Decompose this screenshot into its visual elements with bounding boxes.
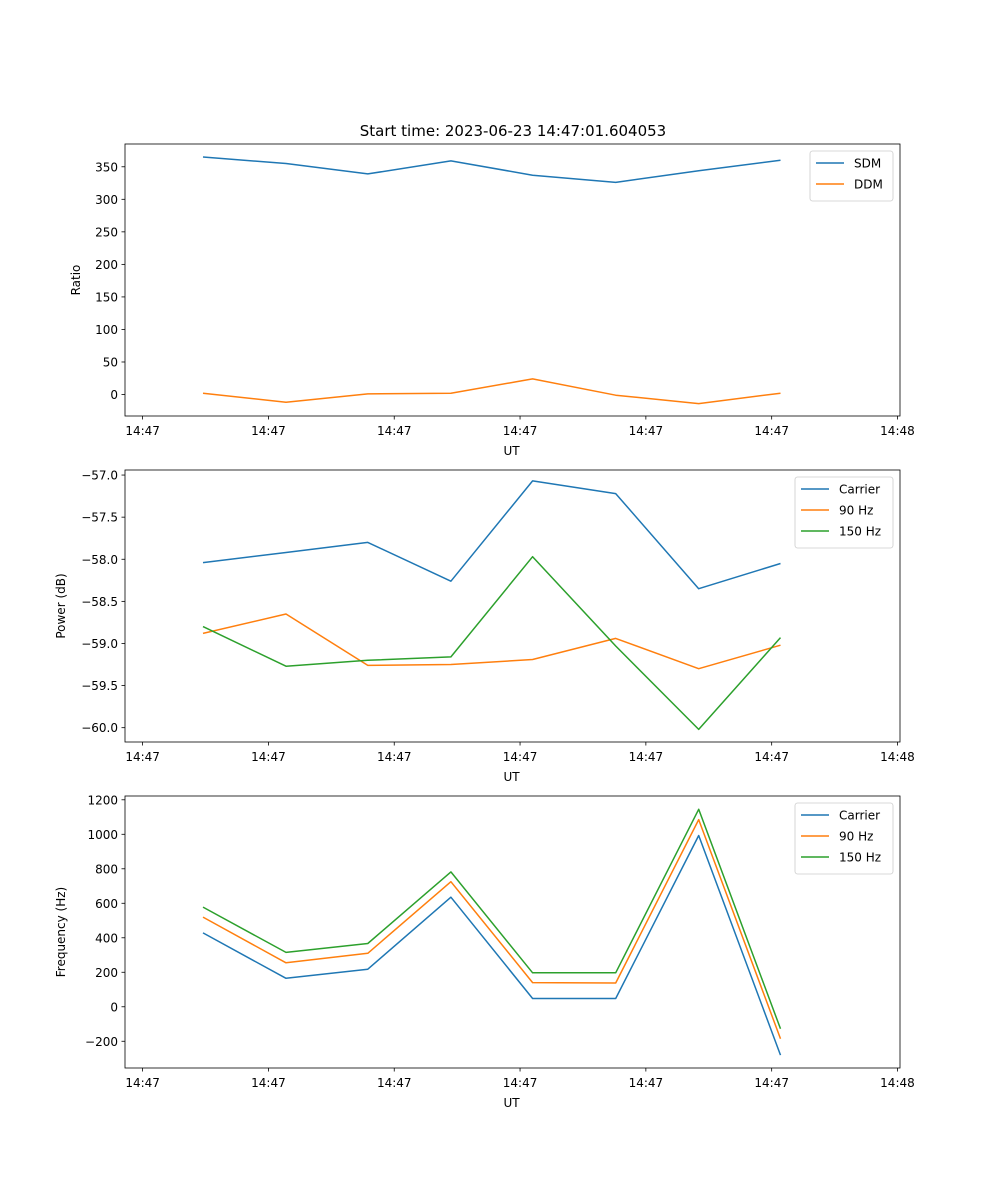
y-tick-label: 100 [95, 323, 118, 337]
y-tick-label: −58.0 [81, 553, 118, 567]
chart-panel-3: 14:47 14:47 14:47 14:47 14:47 14:47 14:48 −200 0… [54, 793, 915, 1110]
figure-title: Start time: 2023-06-23 14:47:01.604053 [360, 122, 666, 140]
x-tick-label: 14:48 [880, 750, 915, 764]
series-line-90-hz [202, 613, 781, 670]
axes-frame [124, 143, 901, 417]
y-tick-label: 1000 [87, 828, 118, 842]
series-line-150-hz [202, 808, 782, 1030]
x-tick-label: 14:48 [880, 424, 915, 438]
y-tick-label: 250 [95, 225, 118, 239]
legend-entry: Carrier [839, 809, 880, 823]
x-tick-label: 14:47 [629, 1076, 664, 1090]
x-tick-label: 14:47 [125, 424, 160, 438]
y-axis-label: Power (dB) [54, 573, 68, 638]
legend-entry: SDM [854, 157, 881, 171]
legend: SDM DDM [809, 150, 894, 202]
y-tick-label: 150 [95, 290, 118, 304]
x-tick-label: 14:47 [251, 424, 286, 438]
x-tick-label: 14:47 [503, 1076, 538, 1090]
x-tick-label: 14:47 [125, 750, 160, 764]
x-axis-label: UT [503, 770, 520, 784]
x-tick-label: 14:47 [251, 750, 286, 764]
legend-entry: 150 Hz [839, 525, 881, 539]
axes-frame [124, 469, 901, 743]
legend-entry: Carrier [839, 483, 880, 497]
x-axis-label: UT [503, 444, 520, 458]
x-tick-label: 14:47 [503, 424, 538, 438]
x-tick-label: 14:47 [754, 1076, 789, 1090]
x-tick-label: 14:47 [125, 1076, 160, 1090]
y-tick-label: 50 [103, 355, 118, 369]
y-tick-label: 800 [95, 862, 118, 876]
x-tick-label: 14:47 [629, 424, 664, 438]
series-line-carrier [202, 834, 782, 1056]
y-tick-label: 200 [95, 258, 118, 272]
x-tick-label: 14:47 [754, 750, 789, 764]
y-tick-label: 400 [95, 931, 118, 945]
y-axis-label: Frequency (Hz) [54, 887, 68, 978]
chart-panel-1: 14:47 14:47 14:47 14:47 14:47 14:47 14:48 0 50 10… [69, 143, 915, 458]
y-tick-label: −59.0 [81, 637, 118, 651]
y-tick-label: 200 [95, 966, 118, 980]
y-tick-label: −200 [85, 1035, 118, 1049]
y-tick-label: 350 [95, 160, 118, 174]
y-tick-label: −57.5 [81, 511, 118, 525]
y-tick-label: −59.5 [81, 679, 118, 693]
series-line-carrier [202, 480, 781, 590]
legend: Carrier 90 Hz 150 Hz [794, 802, 894, 875]
legend-entry: 90 Hz [839, 830, 873, 844]
x-tick-label: 14:47 [503, 750, 538, 764]
legend-entry: 150 Hz [839, 851, 881, 865]
x-tick-label: 14:47 [754, 424, 789, 438]
legend-entry: DDM [854, 178, 883, 192]
y-tick-label: 300 [95, 193, 118, 207]
y-tick-label: 1200 [87, 793, 118, 807]
x-axis-label: UT [503, 1096, 520, 1110]
series-line-sdm [202, 156, 781, 184]
x-tick-label: 14:47 [629, 750, 664, 764]
y-tick-label: 0 [110, 1000, 118, 1014]
series-line-ddm [202, 378, 781, 405]
y-axis-label: Ratio [69, 265, 83, 296]
chart-panel-2: 14:47 14:47 14:47 14:47 14:47 14:47 14:48 −60.0… [54, 469, 915, 784]
y-tick-label: −58.5 [81, 595, 118, 609]
x-tick-label: 14:47 [251, 1076, 286, 1090]
y-tick-label: 0 [110, 388, 118, 402]
legend-entry: 90 Hz [839, 504, 873, 518]
x-tick-label: 14:47 [377, 424, 412, 438]
axes-frame [124, 795, 901, 1069]
x-tick-label: 14:47 [377, 1076, 412, 1090]
y-tick-label: 600 [95, 897, 118, 911]
y-tick-label: −60.0 [81, 721, 118, 735]
x-tick-label: 14:48 [880, 1076, 915, 1090]
x-tick-label: 14:47 [377, 750, 412, 764]
legend: Carrier 90 Hz 150 Hz [794, 476, 894, 549]
series-line-150-hz [202, 555, 782, 731]
series-line-90-hz [202, 818, 782, 1039]
y-tick-label: −57.0 [81, 469, 118, 483]
